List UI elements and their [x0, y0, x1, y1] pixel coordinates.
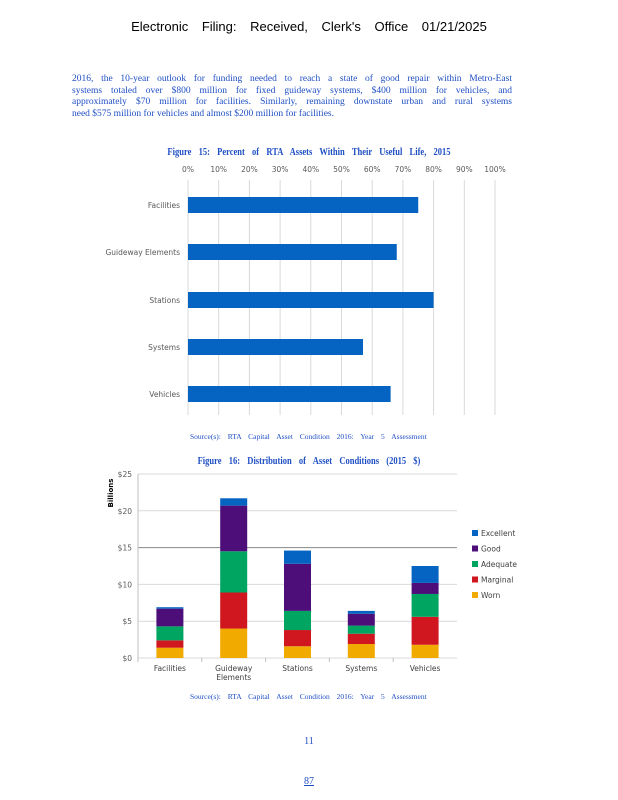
bar-segment-excellent: [156, 607, 184, 609]
legend-swatch-worn: [472, 592, 478, 598]
x-tick-label: 10%: [210, 165, 227, 174]
x-tick-label: 50%: [333, 165, 350, 174]
category-label: Guideway Elements: [105, 248, 180, 257]
legend-label: Worn: [481, 591, 501, 600]
legend-swatch-adequate: [472, 561, 478, 567]
bar-segment-marginal: [347, 633, 375, 645]
category-label: Guideway: [215, 664, 253, 673]
body-paragraph: 2016, the 10-year outlook for funding ne…: [72, 74, 512, 120]
legend-swatch-excellent: [472, 530, 478, 536]
legend-label: Adequate: [481, 560, 517, 569]
bar-segment-worn: [156, 647, 184, 658]
legend-swatch-marginal: [472, 576, 478, 583]
paragraph-line: approximately $70 million for facilities…: [72, 97, 512, 107]
category-label: Stations: [149, 296, 180, 305]
bar-segment-adequate: [411, 593, 439, 617]
figure-15-caption: Figure 15: Percent of RTA Assets Within …: [167, 147, 451, 158]
x-tick-label: 0%: [182, 165, 194, 174]
category-label: Facilities: [148, 201, 180, 210]
legend-label: Excellent: [481, 529, 515, 538]
bar-stations: [188, 292, 434, 308]
paragraph-line: systems totaled over $800 million for fi…: [72, 85, 512, 96]
bar-segment-adequate: [284, 610, 311, 631]
y-tick-label: $25: [118, 470, 133, 479]
bar-segment-worn: [284, 646, 311, 658]
bar-segment-worn: [347, 644, 375, 658]
y-tick-label: $5: [122, 617, 132, 626]
legend-label: Marginal: [481, 576, 513, 585]
x-tick-label: 40%: [302, 165, 319, 174]
x-tick-label: 70%: [395, 165, 412, 174]
x-tick-label: 30%: [272, 165, 289, 174]
bar-segment-good: [284, 563, 311, 611]
bar-segment-marginal: [156, 640, 184, 648]
bar-segment-adequate: [220, 551, 248, 593]
bar-segment-marginal: [284, 630, 311, 647]
figure-15-source: Source(s): RTA Capital Asset Condition 2…: [190, 432, 427, 441]
bar-segment-marginal: [220, 592, 248, 629]
bar-segment-adequate: [156, 626, 184, 641]
x-tick-label: 60%: [364, 165, 381, 174]
y-axis-label: Billions: [107, 479, 115, 508]
x-tick-label: 80%: [425, 165, 442, 174]
filing-header: Electronic Filing: Received, Clerk's Off…: [131, 19, 487, 34]
bar-segment-excellent: [220, 498, 248, 506]
paragraph-line: need $575 million for vehicles and almos…: [72, 108, 334, 119]
bar-vehicles: [188, 386, 391, 402]
bar-segment-good: [156, 608, 184, 627]
figure-16-caption: Figure 16: Distribution of Asset Conditi…: [197, 456, 421, 467]
bar-facilities: [188, 197, 419, 213]
category-label: Stations: [282, 664, 313, 673]
bar-segment-good: [347, 613, 375, 626]
bar-segment-excellent: [411, 566, 439, 583]
category-label: Systems: [345, 664, 377, 673]
legend-label: Good: [481, 545, 501, 554]
y-tick-label: $20: [118, 507, 133, 516]
x-tick-label: 90%: [456, 165, 473, 174]
legend-swatch-good: [472, 545, 478, 552]
bar-segment-worn: [220, 628, 248, 658]
x-tick-label: 20%: [241, 165, 258, 174]
bar-segment-adequate: [347, 625, 375, 634]
bar-segment-excellent: [284, 550, 311, 564]
category-label: Systems: [148, 343, 180, 352]
bar-systems: [188, 339, 363, 355]
figure-15-chart: 0% 10% 20% 30% 40% 50% 60% 70% 80% 90% 100% Facilit…: [105, 165, 506, 415]
category-label: Vehicles: [410, 664, 441, 673]
category-label: Facilities: [154, 664, 186, 673]
x-tick-label: 100%: [484, 165, 505, 174]
bar-segment-worn: [411, 644, 439, 658]
figure-16-source: Source(s): RTA Capital Asset Condition 2…: [190, 692, 427, 701]
bar-segment-marginal: [411, 616, 439, 645]
y-tick-label: $0: [122, 654, 132, 663]
footer-number: 87: [304, 776, 314, 787]
y-tick-label: $10: [118, 580, 133, 589]
category-label: Elements: [216, 673, 251, 682]
bar-segment-excellent: [347, 610, 375, 614]
y-tick-label: $15: [118, 544, 133, 553]
category-label: Vehicles: [149, 390, 180, 399]
bar-segment-good: [411, 582, 439, 594]
page-number: 11: [304, 736, 314, 747]
paragraph-line: 2016, the 10-year outlook for funding ne…: [72, 74, 512, 84]
bar-guideway-elements: [188, 244, 397, 260]
bar-segment-good: [220, 505, 248, 552]
